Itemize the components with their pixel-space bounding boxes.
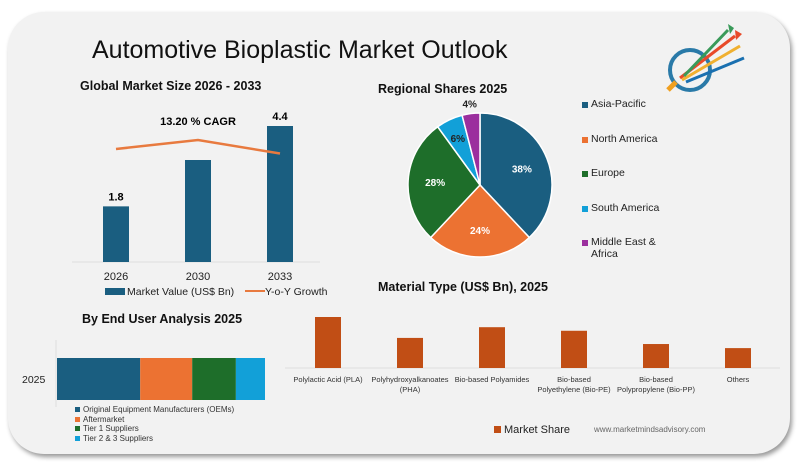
legend-label: Tier 2 & 3 Suppliers: [83, 433, 153, 443]
end-user-legend: Original Equipment Manufacturers (OEMs) A…: [75, 405, 234, 443]
market-size-title: Global Market Size 2026 - 2033: [80, 79, 262, 93]
bar-material: [397, 337, 423, 368]
slice-label: 4%: [462, 100, 477, 111]
slice-label: 38%: [512, 164, 532, 175]
legend-item: Tier 1 Suppliers: [75, 424, 234, 434]
legend-label: South America: [591, 201, 660, 214]
page-title: Automotive Bioplastic Market Outlook: [92, 36, 508, 64]
x-tick-label: 2030: [186, 271, 210, 283]
data-label: 4.4: [272, 111, 288, 123]
segment-1: [140, 358, 193, 400]
x-tick-label: Others: [727, 375, 750, 384]
legend-swatch: [75, 426, 80, 431]
legend-label: Aftermarket: [83, 414, 125, 424]
x-tick-label: (PHA): [400, 385, 421, 394]
segment-2: [192, 358, 236, 400]
pie-slice-europe: [407, 125, 481, 239]
x-tick-label: Polypropylene (Bio-PP): [617, 385, 695, 394]
market-size-chart: 1.8 2026 2030 4.4 2033 13.20 % CAGR Market Val…: [72, 111, 328, 298]
website: www.marketmindsadvisory.com: [594, 425, 706, 434]
cagr-annotation: 13.20 % CAGR: [160, 116, 236, 128]
x-tick-label: 2026: [104, 271, 128, 283]
legend-swatch: [582, 136, 588, 143]
legend-label: North America: [591, 132, 658, 145]
legend-swatch: [582, 171, 588, 177]
legend-swatch: [582, 240, 588, 246]
bar-material: [479, 327, 505, 368]
legend-label: Market Share: [504, 424, 571, 436]
end-user-chart: 2025: [22, 340, 265, 407]
x-tick-label: Polyethylene (Bio-PE): [537, 385, 611, 394]
pie-slice-middle-east-africa: [461, 112, 481, 186]
bar-2030: [185, 160, 211, 262]
legend-swatch-market-value: [105, 288, 125, 295]
bar-2026: [103, 206, 129, 262]
bar-material: [725, 348, 751, 368]
segment-0: [57, 358, 141, 400]
y-tick-label: 2025: [22, 374, 46, 386]
bar-material: [561, 330, 587, 368]
pie-slice-north-america: [429, 183, 531, 258]
slice-label: 6%: [451, 134, 466, 145]
legend-item: Aftermarket: [75, 415, 234, 425]
regional-legend: Asia-Pacific North America Europe South Ame…: [582, 98, 682, 271]
legend-swatch: [582, 205, 588, 212]
x-tick-label: Polylactic Acid (PLA): [293, 375, 363, 384]
x-tick-label: Bio-based: [639, 375, 673, 384]
x-tick-label: 2033: [268, 271, 292, 283]
legend-label: Y-o-Y Growth: [265, 286, 328, 298]
x-tick-label: Bio-based: [557, 375, 591, 384]
data-label: 1.8: [108, 191, 123, 203]
legend-label: Original Equipment Manufacturers (OEMs): [83, 405, 235, 414]
legend-swatch: [582, 102, 588, 108]
bar-2033: [267, 126, 293, 262]
legend-item: Europe: [582, 167, 682, 202]
end-user-title: By End User Analysis 2025: [82, 312, 243, 326]
x-tick-label: Bio-based Polyamides: [455, 375, 530, 384]
legend-label: Europe: [591, 167, 625, 179]
yoy-growth-line: [115, 138, 281, 155]
material-chart: Polylactic Acid (PLA) Polyhydroxyalkanoat…: [285, 317, 780, 394]
material-legend: Market Share: [494, 424, 570, 436]
x-tick-label: Polyhydroxyalkanoates: [371, 375, 448, 384]
legend-label: Tier 1 Suppliers: [83, 424, 139, 433]
legend-swatch: [75, 435, 80, 441]
legend-swatch: [75, 416, 80, 422]
bar-material: [315, 317, 341, 368]
legend-item: South America: [582, 202, 682, 237]
bar-material: [643, 344, 669, 368]
slice-label: 28%: [425, 178, 445, 189]
legend-swatch: [75, 407, 80, 412]
segment-3: [235, 358, 265, 400]
legend-item: Middle East & Africa: [582, 236, 682, 271]
logo-icon: [666, 24, 745, 92]
legend-item: Asia-Pacific: [582, 98, 682, 133]
slice-label: 24%: [470, 226, 490, 237]
legend-item: Original Equipment Manufacturers (OEMs): [75, 405, 234, 415]
legend-label: Market Value (US$ Bn): [127, 286, 234, 298]
legend-item: North America: [582, 133, 682, 168]
material-title: Material Type (US$ Bn), 2025: [378, 280, 548, 294]
regional-title: Regional Shares 2025: [378, 82, 508, 96]
pie-slice-asia-pacific: [479, 112, 553, 239]
legend-item: Tier 2 & 3 Suppliers: [75, 434, 234, 444]
legend-label: Middle East & Africa: [591, 236, 656, 260]
legend-label: Asia-Pacific: [591, 98, 646, 110]
regional-pie: 38% 24% 28% 6% 4%: [407, 100, 553, 258]
